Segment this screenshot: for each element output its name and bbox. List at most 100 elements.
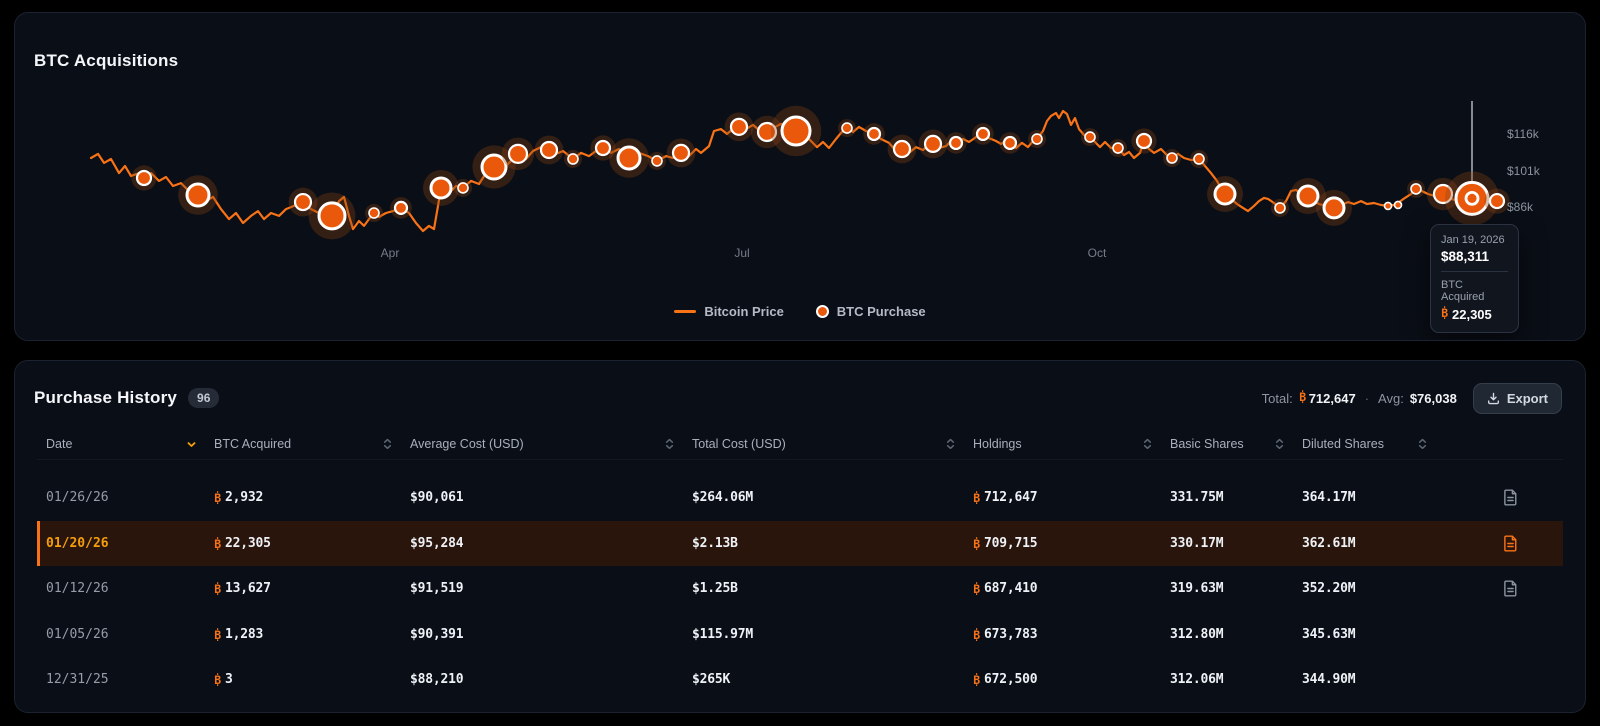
table-row[interactable]: 01/26/26 B 2,932 $90,061 $264.06M B 712,647 331… [37, 475, 1563, 521]
purchase-dot[interactable] [317, 201, 347, 231]
cell-holdings: B 712,647 [973, 490, 1038, 506]
purchase-dot[interactable] [651, 155, 663, 167]
purchase-dot[interactable] [866, 126, 882, 142]
table-row[interactable]: 01/12/26 B 13,627 $91,519 $1.25B B 687,410 319.… [37, 566, 1563, 612]
purchase-dot[interactable] [841, 122, 853, 134]
cell-holdings: B 709,715 [973, 535, 1038, 551]
purchase-dot[interactable] [1383, 201, 1393, 211]
purchase-dot[interactable] [671, 143, 691, 163]
y-tick-label: $86k [1507, 200, 1534, 214]
document-button[interactable] [1501, 578, 1520, 599]
purchase-dot[interactable] [1296, 184, 1320, 208]
purchase-dot[interactable] [1193, 153, 1205, 165]
purchase-dot[interactable] [1274, 202, 1286, 214]
column-label: Basic Shares [1170, 437, 1244, 451]
export-button[interactable]: Export [1472, 382, 1562, 414]
purchase-dot-highlighted[interactable] [1454, 180, 1490, 216]
cell-total-cost: $115.97M [692, 626, 754, 642]
purchase-dot[interactable] [1213, 182, 1237, 206]
cell-diluted-shares: 345.63M [1302, 626, 1356, 642]
purchase-dot[interactable] [1031, 133, 1043, 145]
purchase-dot[interactable] [185, 182, 211, 208]
sort-icon [1275, 438, 1284, 450]
purchase-dot[interactable] [135, 169, 153, 187]
purchase-dot[interactable] [457, 182, 469, 194]
cell-basic-shares: 312.80M [1170, 626, 1224, 642]
purchase-dot[interactable] [1166, 152, 1178, 164]
cell-filing [1436, 533, 1565, 554]
column-header-total-cost-usd[interactable]: Total Cost (USD) [683, 437, 964, 451]
y-tick-label: $101k [1507, 163, 1540, 178]
purchase-dot[interactable] [507, 143, 529, 164]
column-header-btc-acquired[interactable]: BTC Acquired [205, 437, 401, 451]
column-label: BTC Acquired [214, 437, 292, 451]
purchase-dot[interactable] [480, 153, 508, 181]
purchase-dot[interactable] [892, 139, 912, 159]
document-button[interactable] [1501, 487, 1520, 508]
purchase-dot[interactable] [1112, 142, 1124, 154]
svg-text:B: B [214, 491, 221, 504]
purchase-dot[interactable] [429, 176, 453, 200]
column-header-average-cost-usd[interactable]: Average Cost (USD) [401, 437, 683, 451]
purchase-dot[interactable] [1084, 131, 1096, 143]
purchase-dot[interactable] [948, 135, 964, 151]
btc-symbol: B [973, 628, 980, 641]
column-label: Diluted Shares [1302, 437, 1384, 451]
chart-legend: Bitcoin Price BTC Purchase [15, 304, 1585, 319]
btc-price-chart[interactable] [15, 13, 1586, 341]
purchase-dot[interactable] [393, 200, 409, 215]
purchase-dot[interactable] [368, 207, 380, 219]
table-row[interactable]: 12/31/25 B 3 $88,210 $265K B 672,500 312.06M 344… [37, 657, 1563, 703]
cell-btc-acquired: B 2,932 [214, 490, 264, 506]
btc-symbol: B [214, 537, 221, 550]
btc-symbol: B [1299, 390, 1308, 406]
btc-symbol: B [973, 673, 980, 687]
purchase-dot[interactable] [780, 115, 812, 147]
purchase-dot[interactable] [1322, 196, 1346, 220]
legend-item-bitcoin-price[interactable]: Bitcoin Price [674, 304, 784, 319]
purchase-dot[interactable] [756, 121, 778, 143]
purchase-dot[interactable] [1002, 135, 1018, 151]
svg-text:B: B [1441, 306, 1448, 319]
column-header-holdings[interactable]: Holdings [964, 437, 1161, 451]
purchase-dot[interactable] [1410, 183, 1422, 195]
purchase-dot[interactable] [923, 134, 943, 153]
table-body: 01/26/26 B 2,932 $90,061 $264.06M B 712,647 331… [37, 475, 1563, 703]
avg-value: $76,038 [1409, 390, 1457, 406]
y-tick-label: $116k [1507, 127, 1539, 141]
legend-item-btc-purchase[interactable]: BTC Purchase [815, 304, 926, 319]
btc-symbol: B [973, 537, 980, 550]
column-header-date[interactable]: Date [37, 437, 205, 451]
svg-text:B: B [973, 537, 980, 550]
sort-icon [1418, 438, 1427, 450]
cell-average-cost: $91,519 [410, 581, 464, 597]
purchase-dot[interactable] [1432, 183, 1454, 205]
purchase-history-panel: Purchase History 96 Total: B 712,647 · A… [14, 360, 1586, 713]
purchase-dot[interactable] [729, 117, 749, 136]
total-label: Total: [1261, 390, 1293, 406]
table-row[interactable]: 01/05/26 B 1,283 $90,391 $115.97M B 673,783 312… [37, 612, 1563, 658]
purchase-dot[interactable] [975, 126, 991, 142]
purchase-dot[interactable] [1135, 132, 1153, 150]
column-header-diluted-shares[interactable]: Diluted Shares [1293, 437, 1436, 451]
purchase-dot[interactable] [567, 153, 579, 165]
purchase-dot[interactable] [293, 192, 313, 212]
table-row-selected[interactable]: 01/20/26 B 22,305 $95,284 $2.13B B 709,715 330.… [37, 520, 1565, 566]
cell-date: 01/12/26 [46, 581, 109, 597]
column-header-basic-shares[interactable]: Basic Shares [1161, 437, 1293, 451]
purchase-dot[interactable] [1488, 192, 1506, 210]
download-icon [1487, 392, 1499, 404]
total-btc-value: B 712,647 [1298, 390, 1356, 406]
btc-symbol: B [214, 491, 221, 505]
column-label: Date [46, 437, 73, 451]
cell-date: 01/26/26 [46, 490, 109, 506]
purchase-dot[interactable] [594, 139, 612, 157]
cell-date: 01/20/26 [46, 535, 109, 551]
svg-text:B: B [973, 582, 980, 595]
purchase-dot[interactable] [539, 140, 559, 160]
purchase-dot[interactable] [616, 145, 642, 171]
document-button[interactable] [1501, 533, 1520, 554]
purchase-dot[interactable] [1393, 200, 1403, 210]
btc-symbol: B [1441, 306, 1450, 322]
legend-label: Bitcoin Price [704, 304, 784, 319]
